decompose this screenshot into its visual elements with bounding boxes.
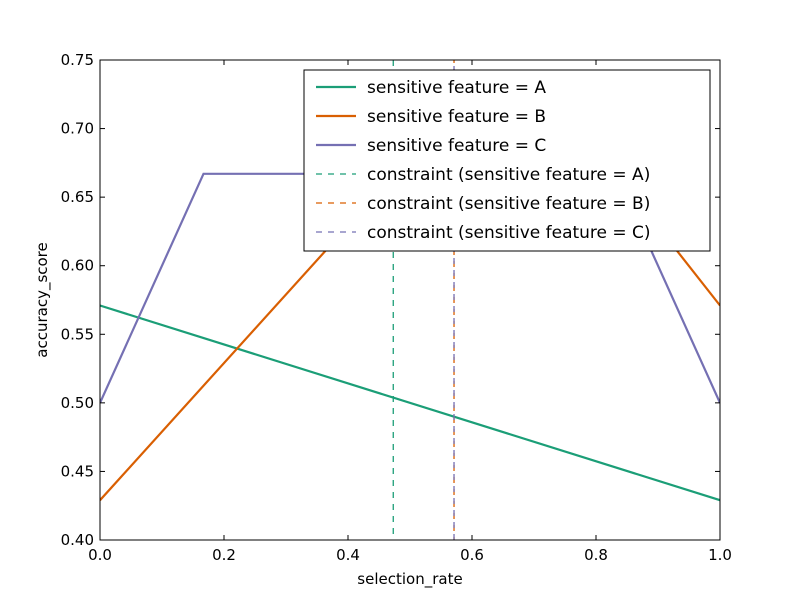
y-tick-label: 0.55: [61, 325, 94, 343]
x-tick-label: 1.0: [708, 546, 732, 564]
legend-label-constraint-c: constraint (sensitive feature = C): [367, 223, 651, 243]
legend-label-constraint-b: constraint (sensitive feature = B): [367, 194, 650, 214]
tick-layer: 0.0 0.2 0.4 0.6 0.8 1.0 0.40 0.45 0.50 0.55 0.60 0.…: [61, 51, 732, 564]
y-tick-label: 0.40: [61, 531, 94, 549]
x-tick-label: 0.8: [584, 546, 608, 564]
y-tick-label: 0.75: [61, 51, 94, 69]
series-line-a: [100, 304, 720, 502]
x-axis-label: selection_rate: [357, 570, 462, 589]
legend: sensitive feature = A sensitive feature =…: [303, 69, 711, 252]
y-axis-label: accuracy_score: [33, 242, 52, 357]
legend-label-b: sensitive feature = B: [367, 107, 546, 127]
legend-label-constraint-a: constraint (sensitive feature = A): [367, 165, 650, 185]
y-tick-label: 0.60: [61, 257, 94, 275]
legend-label-a: sensitive feature = A: [367, 78, 546, 98]
y-tick-label: 0.70: [61, 120, 94, 138]
y-tick-label: 0.45: [61, 462, 94, 480]
plot-frame: [99, 59, 721, 541]
y-tick-label: 0.50: [61, 394, 94, 412]
legend-box: [303, 69, 711, 252]
legend-label-c: sensitive feature = C: [367, 136, 546, 156]
y-tick-label: 0.65: [61, 188, 94, 206]
x-tick-label: 0.2: [212, 546, 236, 564]
x-tick-label: 0.0: [88, 546, 112, 564]
x-tick-label: 0.6: [460, 546, 484, 564]
x-tick-label: 0.4: [336, 546, 360, 564]
